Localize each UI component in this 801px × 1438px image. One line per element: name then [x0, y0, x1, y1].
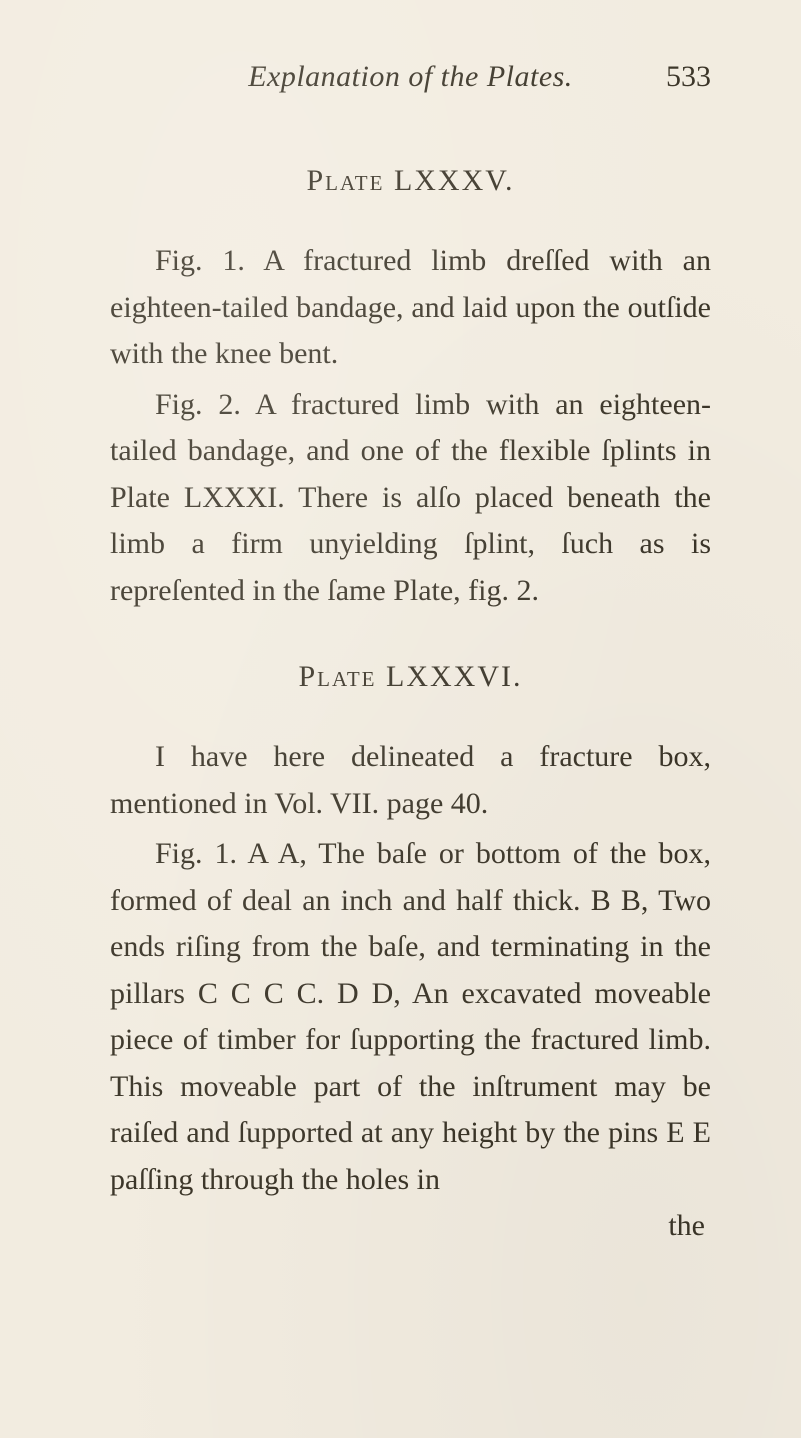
paragraph: Fig. 1. A A, The baſe or bottom of the b… — [110, 831, 711, 1203]
page: Explanation of the Plates. 533 Plate LXX… — [0, 0, 801, 1438]
running-head: Explanation of the Plates. 533 — [110, 60, 711, 94]
section-1-body: Fig. 1. A fractured limb dreſſed with an… — [110, 238, 711, 614]
section-2-body: I have here delineated a fracture box, m… — [110, 734, 711, 1203]
plate-heading-2: Plate LXXXVI. — [110, 660, 711, 694]
paragraph: Fig. 1. A fractured limb dreſſed with an… — [110, 238, 711, 378]
page-number: 533 — [631, 60, 711, 94]
running-title: Explanation of the Plates. — [190, 60, 631, 94]
paragraph: I have here delineated a fracture box, m… — [110, 734, 711, 827]
paragraph: Fig. 2. A fractured limb with an eigh­te… — [110, 382, 711, 615]
catchword: the — [110, 1209, 711, 1243]
plate-heading-1: Plate LXXXV. — [110, 164, 711, 198]
